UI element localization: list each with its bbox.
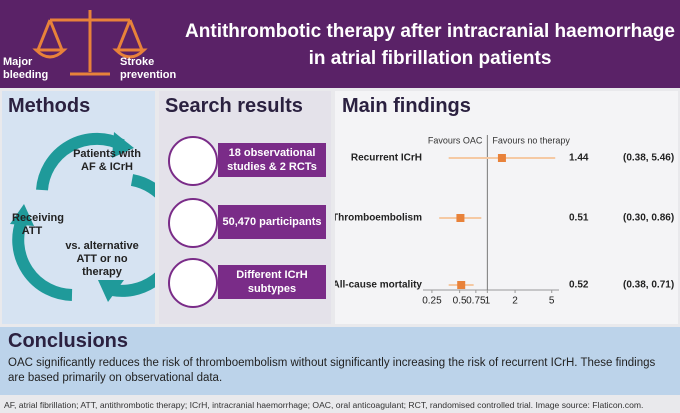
conclusions-panel <box>0 327 680 395</box>
forest-plot: 0.25 0.5 0.751 2 5 Favours OAC Favours no ther… <box>335 135 674 307</box>
cycle-arrows <box>10 132 155 302</box>
title: Antithrombotic therapy after intracrania… <box>185 21 675 69</box>
x-tick-label: 0.75 <box>466 296 486 307</box>
ci-label: (0.30, 0.86) <box>623 213 674 224</box>
x-tick-label: 0.5 <box>453 296 467 307</box>
ci-label: (0.38, 0.71) <box>623 280 674 291</box>
method-step: Receiving ATT <box>12 212 64 237</box>
icon <box>168 136 218 186</box>
estimate-label: 0.51 <box>569 213 589 224</box>
icon <box>168 198 218 248</box>
scale-icon <box>32 10 148 76</box>
methods-title: Methods <box>8 95 91 117</box>
result-box: 50,470 participants <box>218 205 326 239</box>
estimate-label: 0.52 <box>569 280 589 291</box>
findings-panel <box>335 91 678 324</box>
footer: AF, atrial fibrillation; ATT, antithromb… <box>4 400 644 410</box>
estimate <box>457 281 466 289</box>
findings-title: Main findings <box>342 95 471 117</box>
icon <box>168 258 218 308</box>
method-step: Patients with AF & ICrH <box>73 148 141 173</box>
estimate-label: 1.44 <box>569 153 589 164</box>
x-tick-label: 0.25 <box>422 296 442 307</box>
method-step: vs. alternative ATT or no therapy <box>65 240 139 278</box>
x-tick-label: 2 <box>512 296 518 307</box>
left-label: Major bleeding <box>3 56 49 81</box>
annotation: Favours OAC <box>428 135 483 145</box>
result-box: 18 observational studies & 2 RCTs <box>218 143 326 177</box>
conclusions-title: Conclusions <box>8 330 129 352</box>
x-tick-label: 1 <box>485 296 491 307</box>
outcome-label: Thromboembolism <box>335 213 422 224</box>
conclusions-text: OAC significantly reduces the risk of th… <box>8 357 656 384</box>
estimate <box>497 154 506 162</box>
search-title: Search results <box>165 95 303 117</box>
annotation: Favours no therapy <box>492 135 570 145</box>
estimate <box>456 214 465 222</box>
ci-label: (0.38, 5.46) <box>623 153 674 164</box>
right-label: Stroke prevention <box>120 56 177 81</box>
outcome-label: All-cause mortality <box>335 280 422 291</box>
outcome-label: Recurrent ICrH <box>351 153 422 164</box>
header <box>0 0 680 88</box>
result-box: Different ICrH subtypes <box>218 265 326 299</box>
x-tick-label: 5 <box>549 296 555 307</box>
